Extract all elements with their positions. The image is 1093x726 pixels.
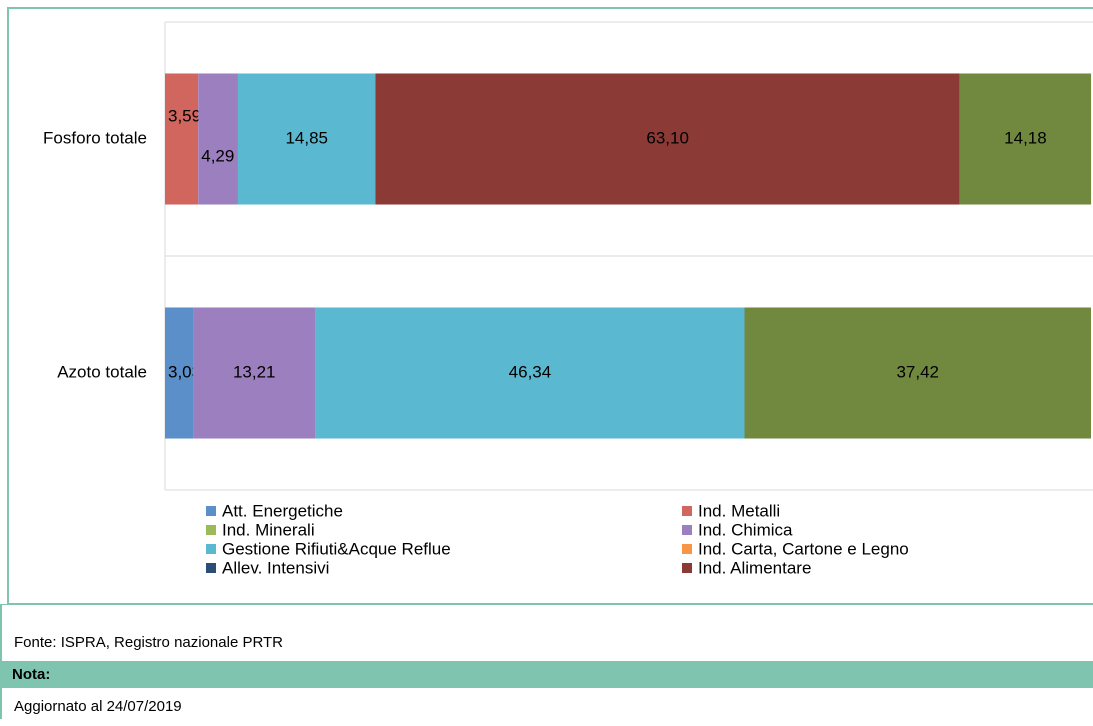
source: Fonte: ISPRA, Registro nazionale PRTR: [0, 604, 1093, 661]
legend-label: Ind. Metalli: [698, 501, 780, 520]
legend-label: Ind. Carta, Cartone e Legno: [698, 539, 909, 558]
legend-label: Ind. Minerali: [222, 520, 315, 539]
value-label: 37,42: [896, 362, 939, 381]
legend-marker: [206, 563, 216, 573]
bar-segment: [959, 73, 1092, 205]
bar-segment: [165, 73, 199, 205]
value-label: 63,10: [646, 128, 689, 147]
value-label: 3,59: [168, 106, 201, 125]
legend-marker: [206, 506, 216, 516]
legend-marker: [682, 506, 692, 516]
value-label: 14,18: [1004, 128, 1047, 147]
bar-segment: [237, 73, 376, 205]
legend-label: Gestione Rifiuti&Acque Reflue: [222, 539, 451, 558]
legend-marker: [682, 525, 692, 535]
note-label: Nota:: [0, 661, 1093, 688]
value-label: 3,03: [168, 362, 201, 381]
legend-marker: [206, 544, 216, 554]
bar-segment: [198, 73, 238, 205]
legend-label: Att. Energetiche: [222, 501, 343, 520]
legend-label: Ind. Alimentare: [698, 558, 811, 577]
value-label: 46,34: [509, 362, 552, 381]
bar-segment: [165, 307, 194, 439]
bar-segment: [315, 307, 745, 439]
bar-segment: [193, 307, 316, 439]
legend-marker: [206, 525, 216, 535]
legend-label: Ind. Chimica: [698, 520, 793, 539]
y-tick-label: Azoto totale: [57, 362, 147, 381]
legend-marker: [682, 544, 692, 554]
value-label: 14,85: [285, 128, 328, 147]
value-label: 4,29: [201, 146, 234, 165]
note-text: Aggiornato al 24/07/2019: [0, 688, 1093, 719]
legend-label: Allev. Intensivi: [222, 558, 329, 577]
value-label: 13,21: [233, 362, 276, 381]
bar-segment: [744, 307, 1091, 439]
chart: Fosforo totale 3,59 4,29 14,85 63,10 14,18 Azo…: [7, 7, 1093, 605]
legend-marker: [682, 563, 692, 573]
y-tick-label: Fosforo totale: [43, 128, 147, 147]
bar-segment: [375, 73, 960, 205]
